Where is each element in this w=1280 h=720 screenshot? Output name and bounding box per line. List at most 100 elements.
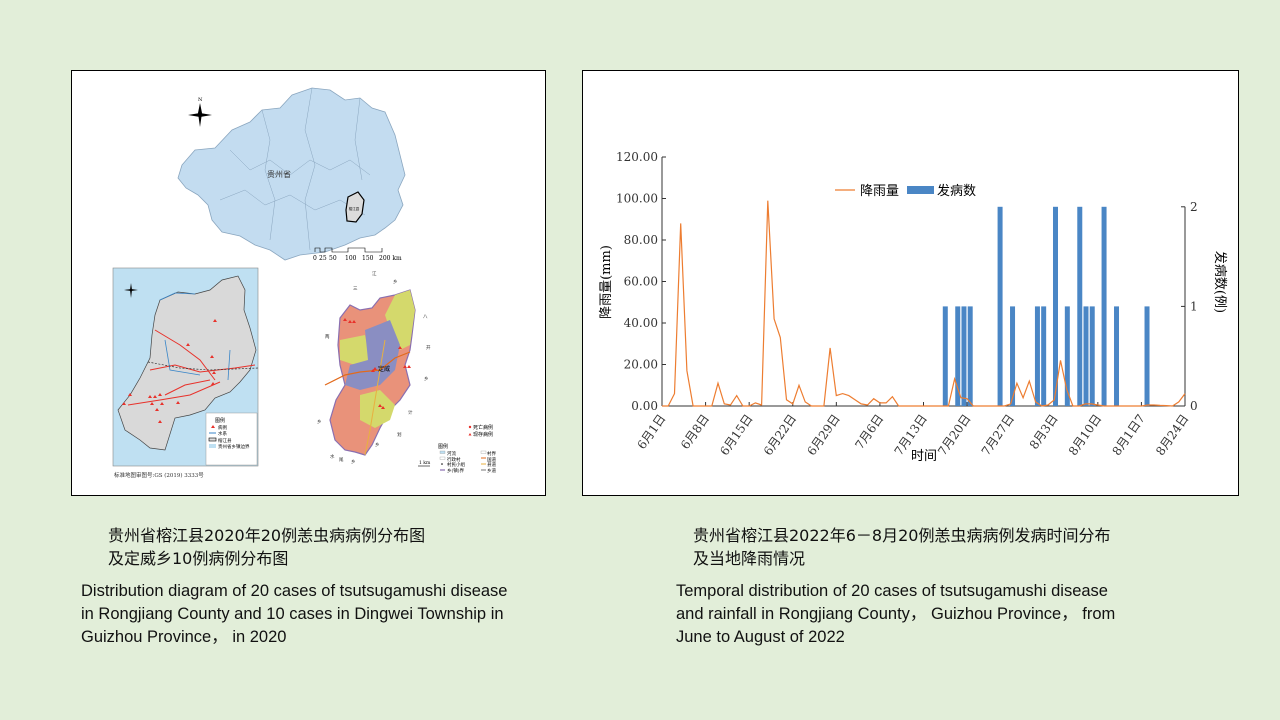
svg-text:划: 划 (397, 431, 402, 438)
x-tick-label: 7月6日 (852, 412, 886, 452)
case-rainfall-chart-figure: 0.00 20.00 40.00 60.00 80.00 100.00 120.00 0 1 2 6… (582, 70, 1239, 496)
x-tick-label: 6月29日 (804, 412, 842, 458)
svg-text:死亡病例: 死亡病例 (473, 424, 493, 431)
cases-bars (942, 206, 1150, 406)
cases-bar (942, 306, 948, 406)
y-tick-label: 60.00 (624, 275, 658, 289)
svg-text:乡: 乡 (375, 442, 380, 448)
y-axis-label: 降雨量(mm) (599, 245, 614, 319)
cases-bar (1077, 206, 1083, 406)
svg-text:乡: 乡 (424, 376, 429, 382)
right-caption-en-line2: and rainfall in Rongjiang County， Guizho… (676, 605, 1116, 623)
svg-text:乡: 乡 (317, 419, 322, 425)
guizhou-province-map: 榕江县 贵州省 N 0 25 50 100 150 200 km (177, 87, 406, 262)
cases-bar (1114, 306, 1120, 406)
svg-text:图例: 图例 (215, 417, 225, 424)
distribution-maps: 榕江县 贵州省 N 0 25 50 100 150 200 km (112, 87, 496, 479)
svg-text:国道: 国道 (487, 456, 496, 463)
svg-text:150: 150 (362, 255, 374, 262)
svg-text:行政村: 行政村 (447, 456, 461, 463)
cases-bar (1041, 306, 1047, 406)
x-tick-label: 6月1日 (634, 412, 668, 452)
county-highlight-label: 榕江县 (349, 206, 360, 211)
x-tick-label: 8月24日 (1153, 412, 1191, 458)
province-label: 贵州省 (267, 169, 291, 179)
svg-text:0: 0 (313, 255, 317, 262)
y-tick-label: 0.00 (631, 399, 658, 413)
township-legend: 图例 河流 村界 行政村 国道 村民小组 县道 乡(镇)界 乡道 1 km (418, 443, 496, 474)
right-caption-zh-line2: 及当地降雨情况 (693, 549, 806, 568)
case-distribution-map-figure: 榕江县 贵州省 N 0 25 50 100 150 200 km (71, 70, 546, 496)
svg-text:病例: 病例 (218, 424, 227, 431)
y-tick-label: 100.00 (616, 192, 658, 206)
y2-tick-label: 0 (1190, 399, 1198, 413)
right-caption-en-line3: June to August of 2022 (676, 628, 845, 646)
cases-bar (1010, 306, 1016, 406)
x-axis-label: 时间 (911, 449, 937, 464)
legend-cases-label: 发病数 (937, 183, 976, 199)
x-tick-label: 7月20日 (935, 412, 973, 458)
north-arrow-icon (124, 283, 138, 298)
cases-bar (997, 206, 1003, 406)
case-type-legend: 死亡病例 现存病例 (468, 424, 493, 438)
case-rainfall-chart: 0.00 20.00 40.00 60.00 80.00 100.00 120.00 0 1 2 6… (599, 150, 1228, 464)
surrounding-area-labels: 江 乡 三 八 开 两 乡 乡 计 划 乡 水 尾 乡 (317, 270, 431, 465)
chart-legend: 降雨量 发病数 (835, 183, 976, 199)
x-tick-label: 7月27日 (979, 412, 1017, 458)
svg-text:八: 八 (423, 315, 428, 320)
svg-text:江: 江 (372, 270, 377, 277)
x-tick-label: 6月8日 (678, 412, 712, 452)
svg-text:乡: 乡 (351, 459, 356, 465)
y-tick-label: 80.00 (624, 233, 658, 247)
y-tick-label: 120.00 (616, 150, 658, 164)
svg-text:贵州省乡镇边界: 贵州省乡镇边界 (218, 443, 250, 450)
svg-text:三: 三 (353, 286, 358, 292)
svg-text:25: 25 (319, 255, 327, 262)
map-approval-number: 标准地图审图号:GS (2019) 3333号 (114, 471, 204, 479)
svg-text:榕江县: 榕江县 (218, 437, 232, 444)
legend-rainfall-label: 降雨量 (860, 184, 899, 199)
svg-text:开: 开 (426, 345, 431, 351)
svg-text:乡(镇)界: 乡(镇)界 (447, 467, 465, 474)
rainfall-line (662, 200, 1186, 407)
svg-text:乡: 乡 (393, 279, 398, 285)
svg-text:图例: 图例 (438, 443, 448, 450)
x-tick-label: 8月1日7 (1110, 412, 1148, 458)
dingwei-township-map: 定威 江 乡 三 八 开 两 乡 乡 计 划 乡 水 尾 乡 死亡病例 (317, 270, 496, 474)
y-tick-label: 20.00 (624, 358, 658, 372)
cases-bar (1089, 306, 1095, 406)
cases-bar (1034, 306, 1040, 406)
left-caption-en-line1: Distribution diagram of 20 cases of tsut… (81, 582, 508, 600)
svg-text:尾: 尾 (339, 457, 344, 463)
svg-text:计: 计 (408, 409, 413, 416)
north-arrow-icon: N (188, 97, 212, 127)
x-tick-label: 6月22日 (761, 412, 799, 458)
township-label: 定威 (378, 365, 390, 373)
svg-text:N: N (198, 97, 203, 103)
svg-text:现存病例: 现存病例 (473, 431, 493, 438)
svg-text:河流: 河流 (447, 450, 456, 457)
y2-axis-label: 发病数(例) (1212, 251, 1228, 313)
left-caption-zh-line1: 贵州省榕江县2020年20例恙虫病病例分布图 (108, 526, 426, 545)
county-map-legend: 图例 病例 水系 榕江县 贵州省乡镇边界 (205, 412, 258, 466)
cases-bar (967, 306, 973, 406)
svg-text:200 km: 200 km (379, 255, 402, 262)
cases-bar (1052, 206, 1058, 406)
svg-text:水系: 水系 (218, 430, 227, 437)
township-scale: 1 km (419, 460, 431, 466)
rongjiang-county-map: 图例 病例 水系 榕江县 贵州省乡镇边界 标准地图审图号:GS (2019) 3… (112, 267, 259, 479)
svg-text:村界: 村界 (487, 450, 496, 457)
svg-text:50: 50 (329, 255, 337, 262)
svg-text:乡道: 乡道 (487, 467, 496, 474)
left-caption-en-line2: in Rongjiang County and 10 cases in Ding… (81, 605, 504, 623)
rainfall-series-line (662, 200, 1186, 407)
left-caption-zh-line2: 及定威乡10例病例分布图 (108, 549, 289, 568)
cases-bar (1144, 306, 1150, 406)
cases-bar (1064, 306, 1070, 406)
x-tick-label: 8月10日 (1066, 412, 1104, 458)
y2-tick-label: 2 (1190, 200, 1198, 214)
svg-text:村民小组: 村民小组 (447, 461, 465, 468)
x-tick-label: 8月3日 (1027, 412, 1061, 452)
svg-text:水: 水 (330, 453, 335, 460)
chart-axes: 0.00 20.00 40.00 60.00 80.00 100.00 120.00 0 1 2 6… (616, 150, 1198, 458)
